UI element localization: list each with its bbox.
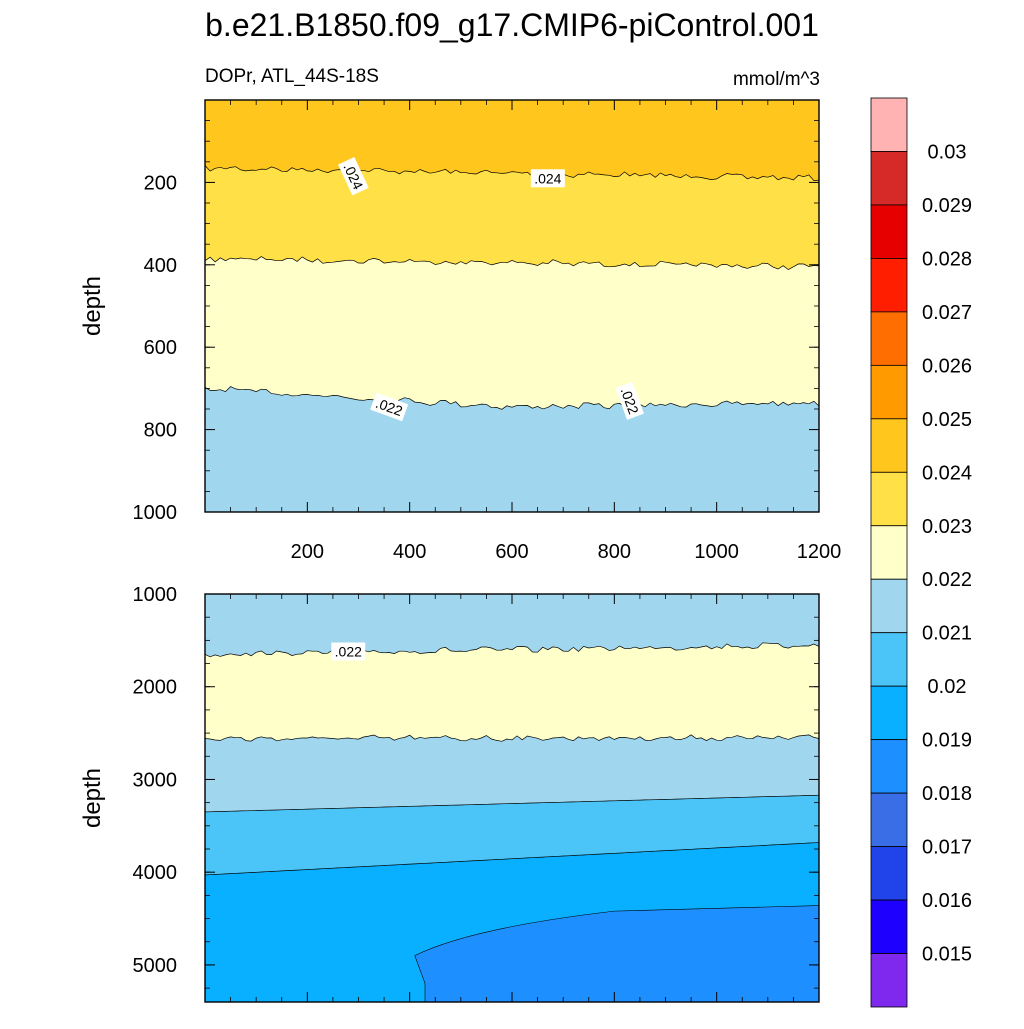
units-label: mmol/m^3 — [733, 69, 820, 90]
colorbar: 0.03 0.029 0.028 0.027 0.026 0.025 0.024 0.023 0… — [870, 97, 972, 1008]
lower-contour-labels: .022 — [331, 642, 366, 661]
lower-contour-lines — [204, 642, 820, 876]
upper-contour-line — [204, 165, 820, 181]
y-tick-label: 800 — [144, 420, 177, 442]
lower-deep-band — [414, 905, 820, 1003]
colorbar-swatch — [870, 151, 908, 206]
colorbar-label: 0.019 — [922, 730, 972, 752]
colorbar-label: 0.03 — [928, 141, 967, 163]
contour-label: .024 — [530, 169, 565, 188]
y-tick-label: 3000 — [133, 769, 178, 791]
lower-band — [205, 594, 819, 657]
colorbar-label: 0.016 — [922, 890, 972, 912]
lower-contour-line — [204, 642, 820, 658]
y-tick-label: 1000 — [133, 584, 178, 606]
y-tick-label: 600 — [144, 337, 177, 359]
colorbar-label: 0.024 — [922, 462, 972, 484]
colorbar-swatch — [870, 792, 908, 847]
lower-contour-fills — [205, 594, 820, 1003]
colorbar-label: 0.018 — [922, 783, 972, 805]
upper-contour-line — [204, 256, 820, 271]
upper-band — [205, 165, 819, 270]
variable-region-label: DOPr, ATL_44S-18S — [205, 66, 379, 87]
colorbar-swatch — [870, 204, 908, 259]
y-tick-label: 200 — [144, 172, 177, 194]
colorbar-label: 0.029 — [922, 195, 972, 217]
lower-band — [205, 795, 819, 875]
x-tick-label: 1200 — [797, 541, 842, 563]
colorbar-swatch — [870, 525, 908, 580]
colorbar-swatch — [870, 471, 908, 527]
upper-contour-lines — [204, 165, 820, 410]
y-tick-label: 4000 — [133, 862, 178, 884]
colorbar-label: 0.022 — [922, 569, 972, 591]
y-tick-label: 400 — [144, 255, 177, 277]
y-tick-label: 1000 — [133, 502, 178, 524]
lower-band — [205, 734, 819, 812]
contour-label-text: .024 — [534, 170, 561, 186]
upper-contour-line — [204, 386, 820, 410]
colorbar-swatch — [870, 578, 908, 634]
lower-panel: .022 1000 2000 3000 4000 5000 depth — [79, 584, 820, 1003]
colorbar-swatch — [870, 418, 908, 473]
x-tick-label: 1000 — [694, 541, 739, 563]
colorbar-swatch — [870, 311, 908, 366]
colorbar-swatch — [870, 846, 908, 901]
contour-label-bg — [370, 392, 409, 422]
colorbar-swatch — [870, 739, 908, 794]
contour-label: .022 — [331, 642, 366, 661]
colorbar-label: 0.021 — [922, 623, 972, 645]
upper-band — [205, 100, 819, 181]
contour-label-text: .022 — [335, 643, 362, 659]
colorbar-label: 0.027 — [922, 302, 972, 324]
colorbar-label: 0.017 — [922, 837, 972, 859]
colorbar-label: 0.015 — [922, 944, 972, 966]
colorbar-label: 0.028 — [922, 248, 972, 270]
contour-label-bg — [615, 381, 644, 420]
upper-axis-ticks: 200 400 600 800 1000 200 400 600 800 1000 1200 — [133, 99, 842, 563]
lower-contour-line — [204, 734, 820, 742]
x-tick-label: 400 — [393, 541, 426, 563]
colorbar-label: 0.025 — [922, 409, 972, 431]
upper-y-axis-label: depth — [79, 276, 106, 336]
colorbar-swatch — [870, 685, 908, 741]
x-tick-label: 800 — [598, 541, 631, 563]
colorbar-swatch — [870, 899, 908, 954]
upper-band — [205, 386, 819, 512]
lower-band — [205, 642, 819, 742]
colorbar-swatch — [870, 953, 908, 1008]
lower-contour-line — [204, 842, 820, 876]
y-tick-label: 2000 — [133, 677, 178, 699]
colorbar-swatch — [870, 97, 908, 152]
contour-label-bg — [338, 157, 369, 196]
contour-label-bg — [331, 642, 366, 661]
contour-label-bg — [530, 169, 565, 188]
lower-contour-line — [204, 794, 820, 813]
upper-contour-fills — [205, 100, 819, 512]
lower-y-axis-label: depth — [79, 768, 106, 828]
colorbar-label: 0.023 — [922, 516, 972, 538]
colorbar-swatch — [870, 258, 908, 313]
x-tick-label: 200 — [291, 541, 324, 563]
x-tick-label: 600 — [495, 541, 528, 563]
y-tick-label: 5000 — [133, 955, 178, 977]
colorbar-swatch — [870, 364, 908, 420]
lower-axis-ticks: 1000 2000 3000 4000 5000 — [133, 584, 820, 1002]
colorbar-label: 0.02 — [928, 676, 967, 698]
colorbar-swatch — [870, 632, 908, 687]
upper-band — [205, 256, 819, 410]
chart-title: b.e21.B1850.f09_g17.CMIP6-piControl.001 — [205, 7, 819, 43]
colorbar-label: 0.026 — [922, 355, 972, 377]
